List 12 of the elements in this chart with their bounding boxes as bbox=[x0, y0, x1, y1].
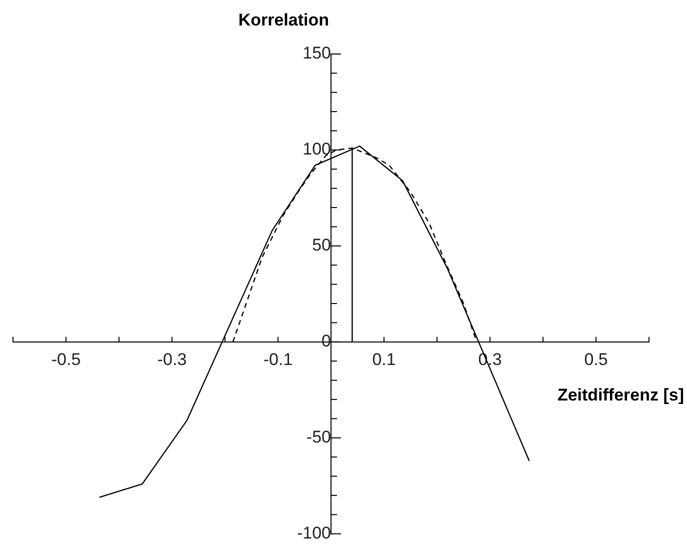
x-tick-label: 0.1 bbox=[372, 350, 396, 369]
x-tick-label: -0.5 bbox=[51, 350, 81, 369]
y-axis-title: Korrelation bbox=[238, 10, 329, 30]
x-tick-label: 0.5 bbox=[584, 350, 608, 369]
y-tick-label: 100 bbox=[302, 140, 331, 159]
y-tick-label: -100 bbox=[296, 523, 331, 542]
x-tick-label: -0.1 bbox=[263, 350, 293, 369]
x-tick-label: -0.3 bbox=[157, 350, 187, 369]
y-tick-label: 50 bbox=[312, 236, 331, 255]
x-axis-title: Zeitdifferenz [s] bbox=[557, 386, 684, 405]
y-tick-label: -50 bbox=[306, 428, 331, 447]
y-tick-label: 150 bbox=[302, 44, 331, 63]
